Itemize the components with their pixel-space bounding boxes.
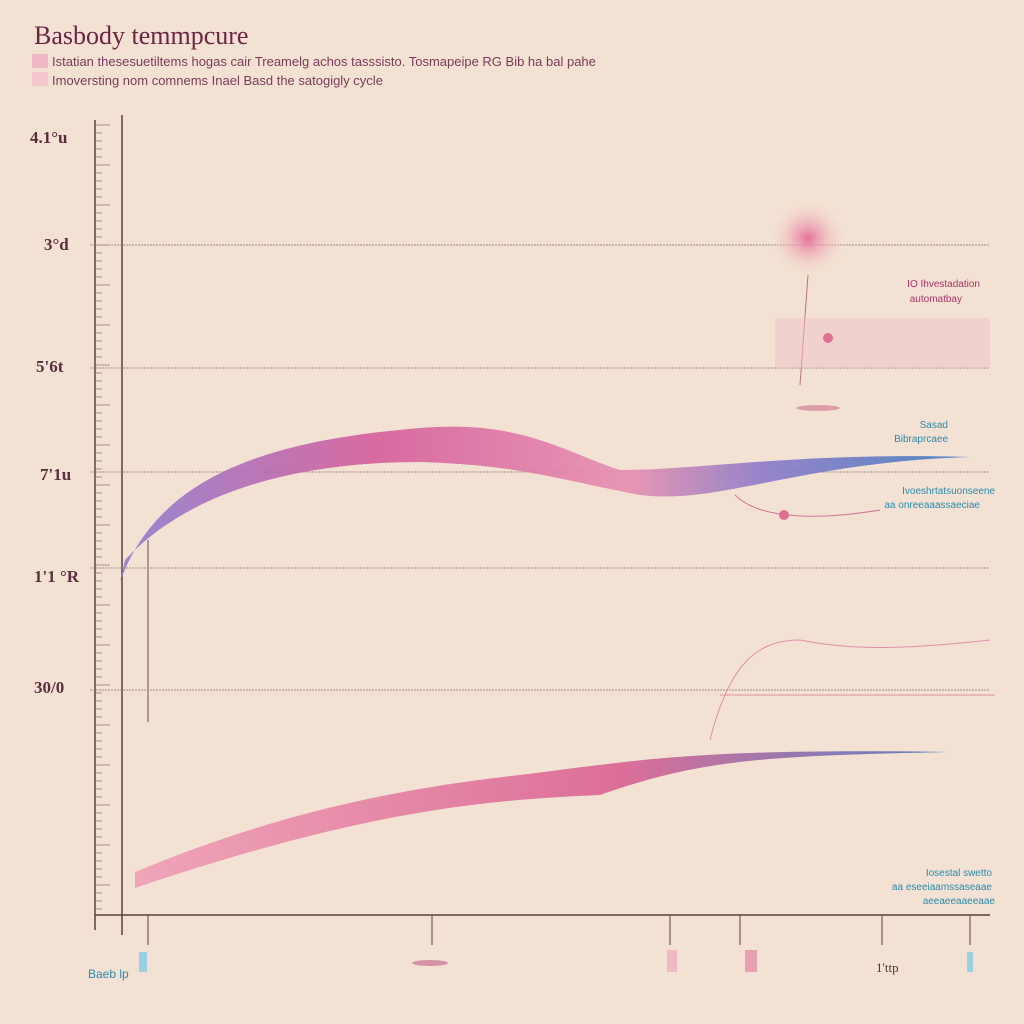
annotation-text: aeeaeeaaeeaae <box>923 896 996 907</box>
decoration-curve <box>709 639 991 741</box>
y-label: 5'6t <box>36 357 64 376</box>
lower-band <box>135 751 950 888</box>
decoration-smudge <box>412 960 448 966</box>
legend-swatch <box>32 72 48 86</box>
title: Basbody temmpcure <box>34 21 248 50</box>
y-label: 30/0 <box>34 678 64 697</box>
upper-band <box>120 426 970 582</box>
annotation-text: automatbay <box>910 294 962 305</box>
annotation-text: aa eseeiaamssaseaae <box>892 882 993 893</box>
x-marker <box>745 950 757 972</box>
y-label: 4.1°u <box>30 128 68 147</box>
x-marker <box>139 952 147 972</box>
x-label: Baeb lp <box>88 967 129 981</box>
annotation: IO Ihvestadation automatbay Sasad Bibrap… <box>884 279 995 907</box>
legend-swatch <box>32 54 48 68</box>
decoration-smudge <box>796 405 840 411</box>
annotation-text: Sasad <box>920 420 948 431</box>
decoration-burst <box>768 198 848 278</box>
subtitle: Istatian thesesuetiltems hogas cair Trea… <box>52 54 596 69</box>
ruler <box>95 124 971 945</box>
annotation-text: Bibraprcaee <box>894 434 948 445</box>
annotation-text: Ivoeshrtatsuonseene <box>902 486 995 497</box>
x-marker <box>967 952 973 972</box>
annotation-text: IO Ihvestadation <box>907 279 980 290</box>
y-label: 7'1u <box>40 465 71 484</box>
y-label: 3°d <box>44 235 69 254</box>
annotation-text: aa onreeaaassaeciae <box>884 500 980 511</box>
x-marker <box>667 950 677 972</box>
decoration-dot <box>823 333 833 343</box>
x-label: 1'ttp <box>876 960 899 975</box>
y-label: 1'1 °R <box>34 567 80 586</box>
annotation-text: Iosestal swetto <box>926 868 993 879</box>
decoration-curve <box>734 494 881 517</box>
subtitle: Imoversting nom comnems Inael Basd the s… <box>52 73 383 88</box>
decoration-field <box>775 318 990 368</box>
